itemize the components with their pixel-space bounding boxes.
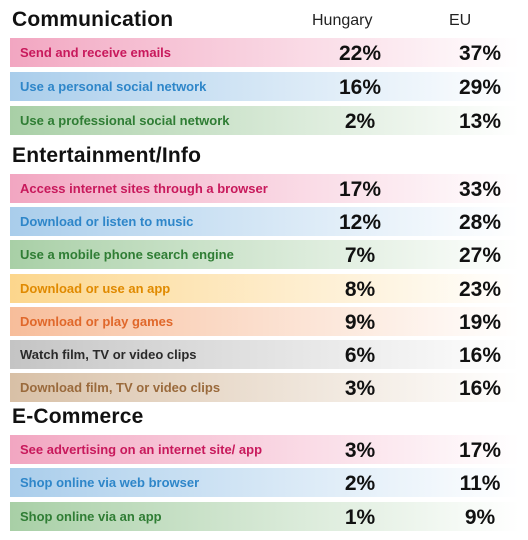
table-row: Use a mobile phone search engine 7% 27% — [10, 240, 519, 269]
eu-value: 37% — [458, 42, 502, 65]
row-label: Download or use an app — [20, 281, 171, 296]
column-header-eu: EU — [449, 12, 472, 29]
row-label: See advertising on an internet site/ app — [20, 442, 263, 457]
section-title: E-Commerce — [12, 405, 144, 428]
row-label: Use a personal social network — [20, 79, 207, 94]
row-label: Send and receive emails — [20, 45, 172, 60]
row-label: Access internet sites through a browser — [20, 181, 268, 196]
row-label: Download or play games — [20, 314, 174, 329]
section-title: Communication — [12, 8, 174, 31]
hungary-value: 16% — [338, 76, 382, 99]
row-label: Download or listen to music — [20, 214, 194, 229]
eu-value: 13% — [458, 110, 502, 133]
row-label: Shop online via web browser — [20, 475, 200, 490]
table-row: Use a personal social network 16% 29% — [10, 72, 519, 101]
hungary-value: 2% — [344, 472, 376, 495]
row-label: Use a mobile phone search engine — [20, 247, 234, 262]
hungary-value: 17% — [338, 178, 382, 201]
hungary-value: 9% — [344, 311, 376, 334]
eu-value: 23% — [458, 278, 502, 301]
table-row: Use a professional social network 2% 13% — [10, 106, 519, 135]
hungary-value: 8% — [344, 278, 376, 301]
eu-value: 16% — [458, 377, 502, 400]
column-header-hungary: Hungary — [312, 12, 373, 29]
eu-value: 17% — [458, 439, 502, 462]
eu-value: 9% — [464, 506, 496, 529]
eu-value: 28% — [458, 211, 502, 234]
hungary-value: 2% — [344, 110, 376, 133]
table-row: Watch film, TV or video clips 6% 16% — [10, 340, 519, 369]
row-label: Use a professional social network — [20, 113, 230, 128]
table-row: Download or use an app 8% 23% — [10, 274, 519, 303]
hungary-value: 7% — [344, 244, 376, 267]
hungary-value: 1% — [344, 506, 376, 529]
table-row: Shop online via an app 1% 9% — [10, 502, 519, 531]
eu-value: 11% — [459, 472, 501, 495]
eu-value: 27% — [458, 244, 502, 267]
eu-value: 29% — [458, 76, 502, 99]
table-row: Shop online via web browser 2% 11% — [10, 468, 519, 497]
table-row: See advertising on an internet site/ app… — [10, 435, 519, 464]
row-label: Watch film, TV or video clips — [20, 347, 197, 362]
table-row: Download film, TV or video clips 3% 16% — [10, 373, 519, 402]
table-row: Access internet sites through a browser 1… — [10, 174, 519, 203]
hungary-value: 3% — [344, 377, 376, 400]
section-title: Entertainment/Info — [12, 144, 202, 167]
row-label: Download film, TV or video clips — [20, 380, 221, 395]
hungary-value: 3% — [344, 439, 376, 462]
eu-value: 16% — [458, 344, 502, 367]
table-row: Download or play games 9% 19% — [10, 307, 519, 336]
table-row: Send and receive emails 22% 37% — [10, 38, 519, 67]
eu-value: 33% — [458, 178, 502, 201]
hungary-value: 12% — [338, 211, 382, 234]
hungary-value: 22% — [338, 42, 382, 65]
eu-value: 19% — [458, 311, 502, 334]
hungary-value: 6% — [344, 344, 376, 367]
row-label: Shop online via an app — [20, 509, 162, 524]
table-row: Download or listen to music 12% 28% — [10, 207, 519, 236]
